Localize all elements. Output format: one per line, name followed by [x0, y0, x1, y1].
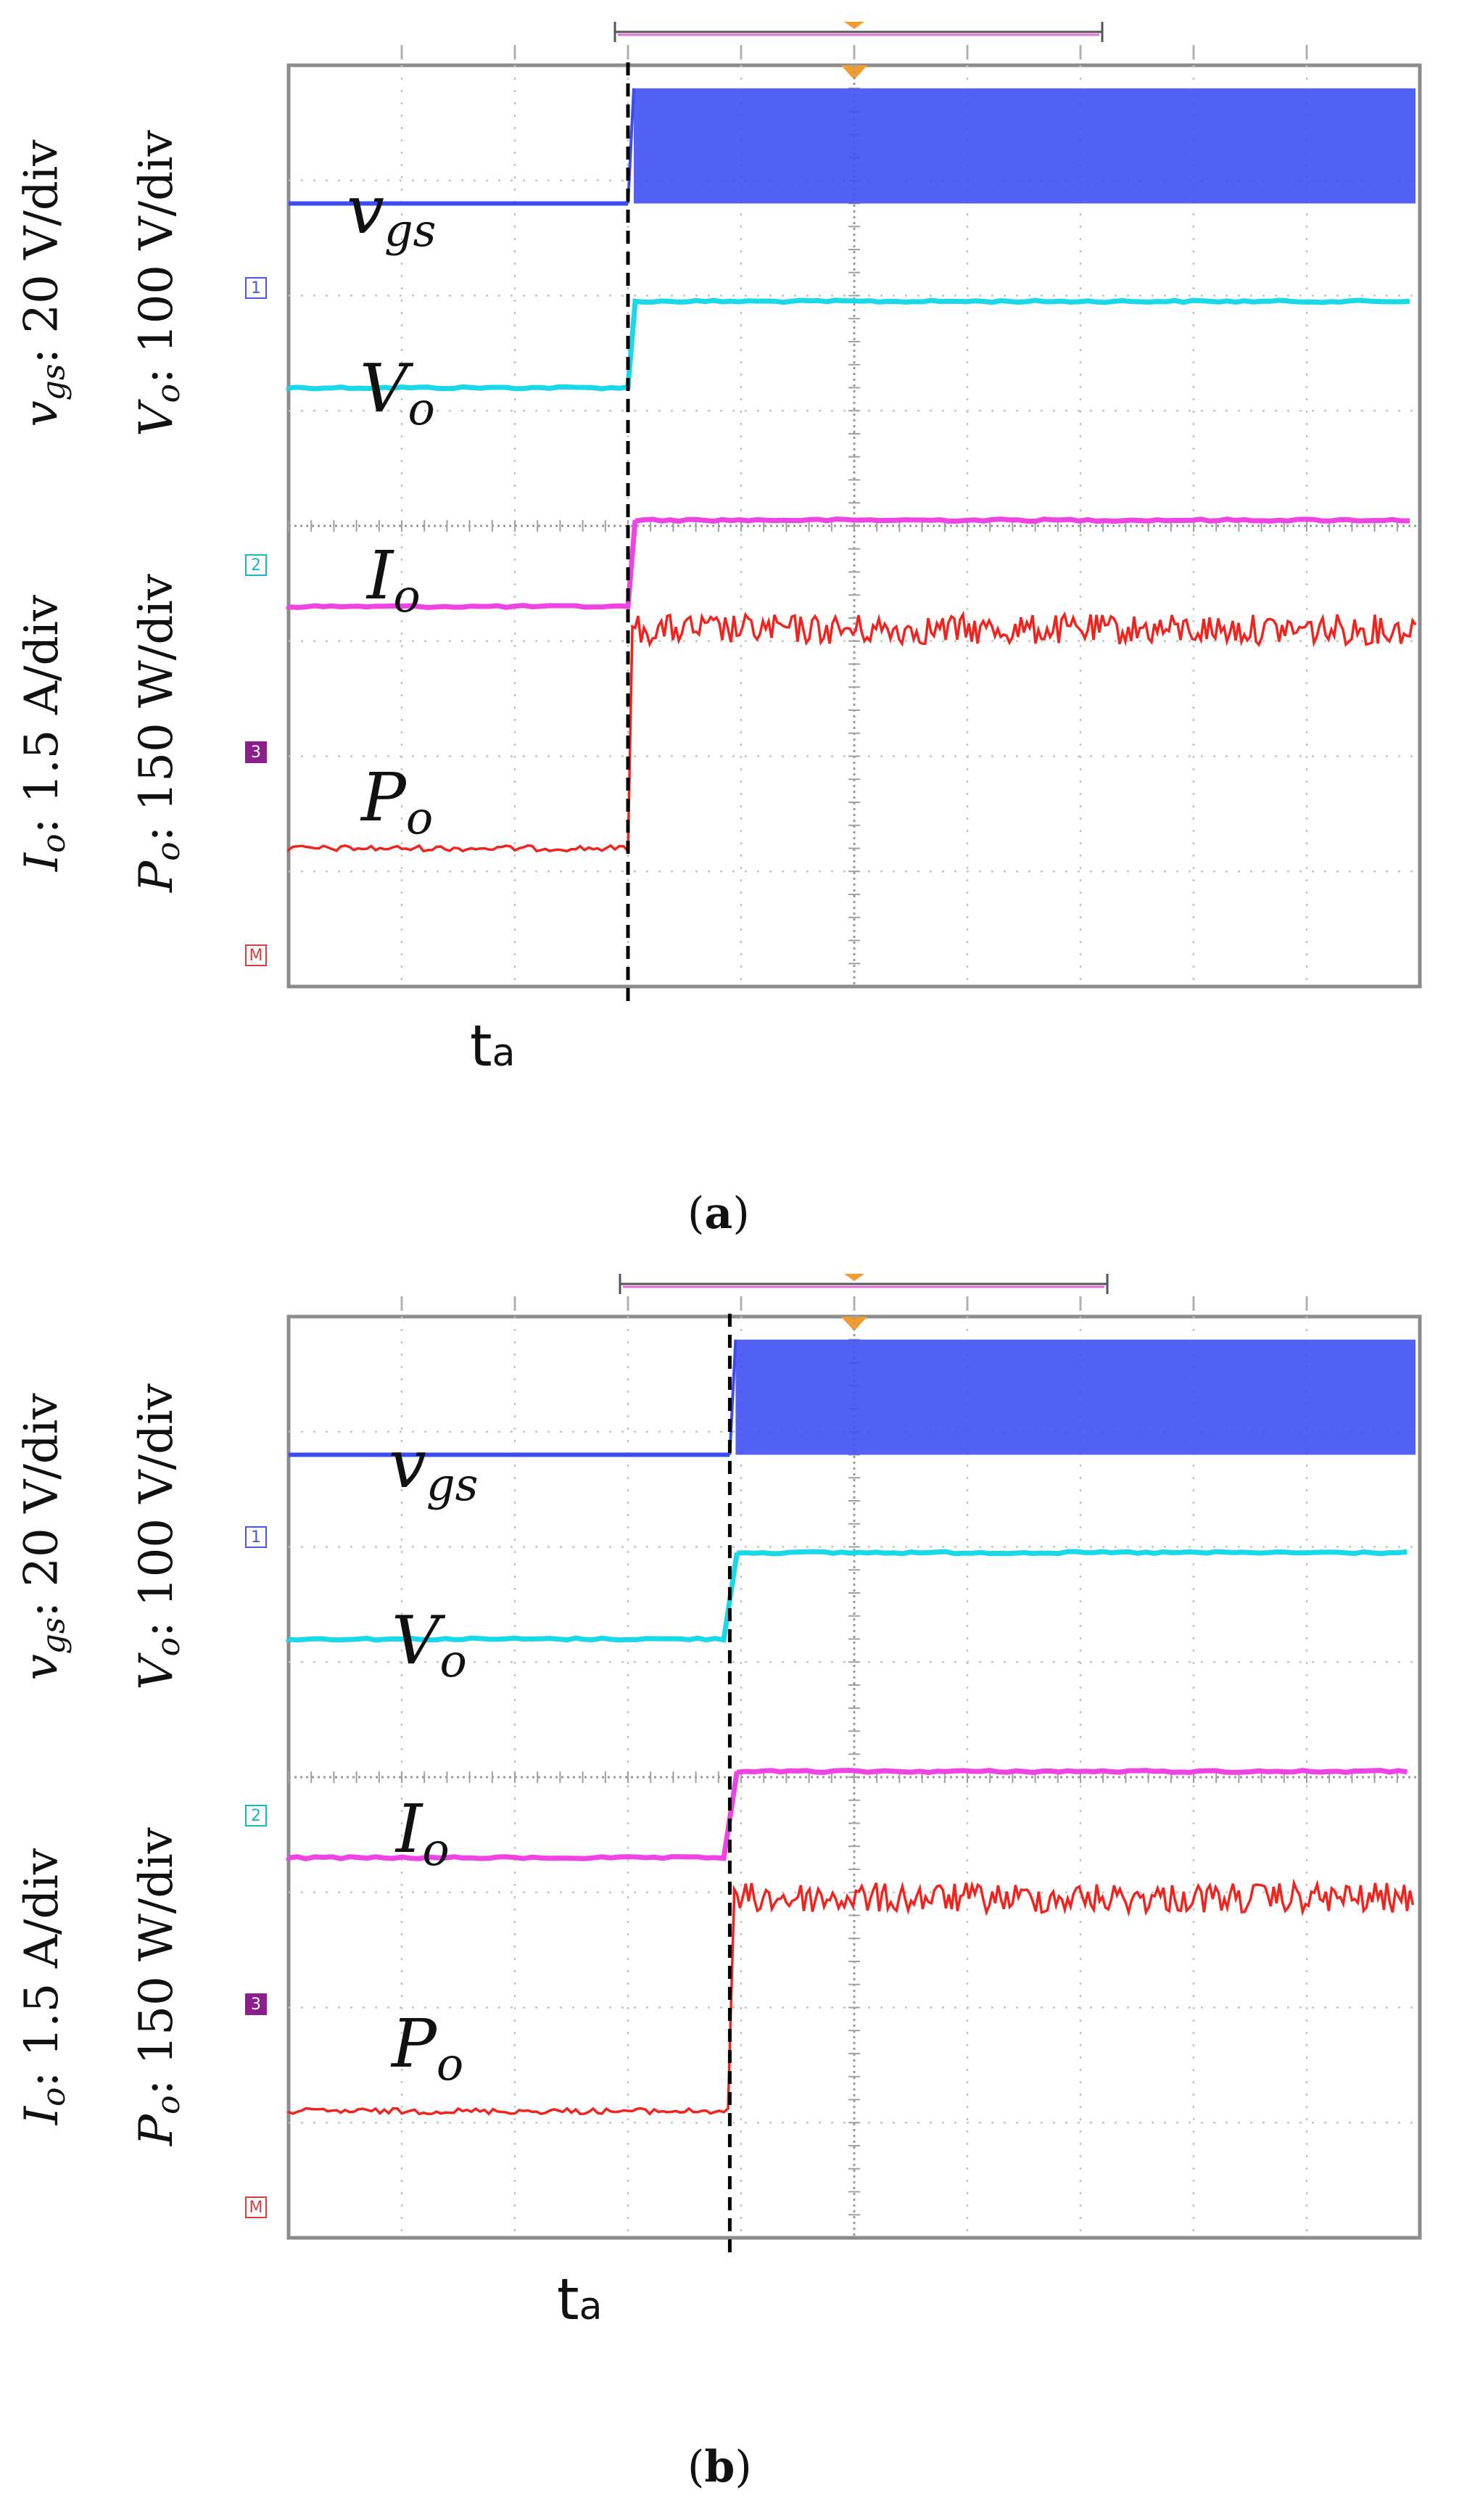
y-label-po-b: Po: 150 W/div [129, 1827, 187, 2146]
trigger-small-marker [844, 1274, 864, 1281]
trace-label-io: Io [367, 537, 421, 622]
trace-Vo [286, 297, 1410, 392]
trace-label-vo: Vo [360, 350, 435, 435]
y-label-vo-b: Vo: 100 V/div [129, 1383, 187, 1690]
channel-marker-m: M [245, 944, 267, 966]
trigger-small-marker [844, 22, 864, 29]
trace-label-vgs: vgs [347, 171, 437, 257]
trace-Vo [286, 1549, 1408, 1643]
channel-marker-m-b: M [245, 2196, 267, 2218]
y-label-io-b: Io: 1.5 A/div [15, 1848, 73, 2125]
trigger-window-bracket [619, 1274, 1109, 1294]
trace-label-vo-b: Vo [392, 1602, 467, 1687]
channel-marker-1: 1 [245, 277, 267, 299]
channel-marker-3-b: 3 [245, 1993, 267, 2015]
trace-Io [286, 1768, 1408, 1861]
time-marker-label-a: ta [470, 1014, 516, 1079]
trace-vgs-edge [728, 1339, 737, 1455]
trace-Io [286, 516, 1410, 611]
time-marker-label-b: ta [557, 2268, 603, 2333]
trace-label-io-b: Io [396, 1790, 450, 1876]
channel-marker-1-b: 1 [245, 1526, 267, 1548]
trace-label-vgs-b: vgs [389, 1425, 479, 1511]
trace-vgs-pwm-band [634, 88, 1415, 204]
trace-Po [287, 610, 1417, 855]
caption-a: (a) [687, 1188, 750, 1239]
y-label-vgs-b: vgs: 20 V/div [15, 1393, 73, 1680]
trace-label-po: Po [361, 759, 434, 844]
channel-marker-2: 2 [245, 554, 267, 576]
trace-vgs-pwm-band [735, 1339, 1415, 1455]
trace-Po [287, 1878, 1415, 2116]
trigger-window-bracket [613, 22, 1104, 42]
caption-b: (b) [687, 2442, 752, 2492]
trace-vgs-edge [627, 88, 635, 204]
trace-label-po-b: Po [392, 2005, 464, 2091]
channel-marker-3: 3 [245, 741, 267, 763]
channel-marker-2-b: 2 [245, 1805, 267, 1827]
